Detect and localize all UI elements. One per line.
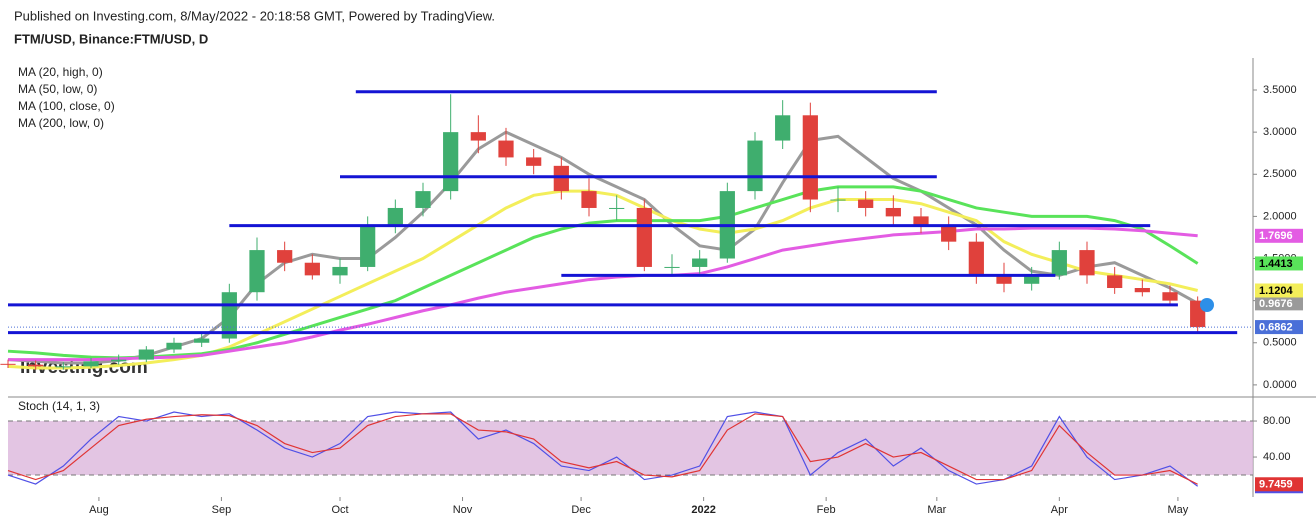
published-note: Published on Investing.com, 8/May/2022 -… bbox=[14, 8, 495, 23]
candle-body bbox=[277, 250, 293, 263]
candle-body bbox=[664, 266, 680, 268]
candle-body bbox=[360, 224, 376, 267]
candle-body bbox=[968, 241, 984, 276]
candle-body bbox=[387, 207, 403, 225]
price-badge bbox=[1255, 256, 1303, 271]
y-tick-label: 3.5000 bbox=[1263, 84, 1297, 96]
candle-body bbox=[498, 140, 514, 158]
legend-entry: MA (200, low, 0) bbox=[18, 116, 104, 130]
candle-body bbox=[28, 364, 44, 367]
legend-entry: MA (100, close, 0) bbox=[18, 99, 115, 113]
candle-body bbox=[1107, 275, 1123, 289]
candle-body bbox=[581, 191, 597, 208]
candle-body bbox=[304, 262, 320, 276]
series-line bbox=[7, 411, 1199, 487]
candle-body bbox=[1051, 250, 1067, 276]
candle-body bbox=[885, 207, 901, 217]
candle-body bbox=[194, 338, 210, 343]
candle-body bbox=[1079, 250, 1095, 276]
y-tick-label: 3.0000 bbox=[1263, 126, 1297, 138]
price-badge bbox=[1255, 228, 1303, 243]
candle-body bbox=[0, 363, 16, 365]
candle-body bbox=[747, 140, 763, 192]
candle-body bbox=[830, 199, 846, 201]
candle-body bbox=[249, 250, 265, 293]
price-badge bbox=[1255, 283, 1303, 298]
x-tick-label: 2022 bbox=[691, 504, 715, 516]
candle-body bbox=[692, 258, 708, 267]
candle-body bbox=[332, 266, 348, 276]
candle-body bbox=[55, 366, 71, 368]
candle-body bbox=[775, 115, 791, 141]
x-tick-label: Feb bbox=[817, 504, 836, 516]
price-badge-label: 0.9676 bbox=[1259, 298, 1293, 310]
candle-body bbox=[636, 207, 652, 267]
x-tick-label: Aug bbox=[89, 504, 109, 516]
indicator-title: Stoch (14, 1, 3) bbox=[18, 399, 100, 413]
candle-body bbox=[138, 349, 154, 360]
y-tick-label: 40.00 bbox=[1263, 451, 1291, 463]
price-badge-label: 0.6862 bbox=[1259, 321, 1293, 333]
y-tick-label: 0.0000 bbox=[1263, 379, 1297, 391]
candle-body bbox=[1024, 275, 1040, 284]
price-badge bbox=[1255, 320, 1303, 335]
price-badge-label: 1.7696 bbox=[1259, 230, 1293, 242]
x-tick-label: May bbox=[1168, 504, 1189, 516]
y-tick-label: 2.0000 bbox=[1263, 210, 1297, 222]
price-badge bbox=[1255, 296, 1303, 311]
candle-body bbox=[526, 157, 542, 166]
price-badge-label: 1.1204 bbox=[1259, 285, 1294, 297]
price-badge bbox=[1255, 477, 1303, 492]
candle-body bbox=[1162, 292, 1178, 301]
series-line bbox=[7, 185, 1199, 360]
y-tick-label: 0.5000 bbox=[1263, 337, 1297, 349]
x-tick-label: Sep bbox=[212, 504, 232, 516]
x-tick-label: Dec bbox=[571, 504, 591, 516]
legend-entry: MA (50, low, 0) bbox=[18, 82, 97, 96]
candle-body bbox=[913, 216, 929, 225]
series-line bbox=[7, 130, 1199, 365]
x-tick-label: Apr bbox=[1051, 504, 1068, 516]
x-tick-label: Oct bbox=[331, 504, 348, 516]
series-line bbox=[7, 413, 1198, 485]
candle-body bbox=[83, 361, 99, 367]
symbol-title: FTM/USD, Binance:FTM/USD, D bbox=[14, 31, 208, 46]
candle-body bbox=[443, 132, 459, 192]
marker-icon bbox=[1200, 298, 1214, 312]
candle-body bbox=[553, 165, 569, 192]
price-badge-label: 9.7459 bbox=[1259, 479, 1293, 491]
candle-body bbox=[996, 275, 1012, 284]
stoch-band bbox=[8, 421, 1253, 476]
price-badge-label: 1.4413 bbox=[1259, 258, 1293, 270]
candle-body bbox=[470, 132, 486, 141]
legend-entry: MA (20, high, 0) bbox=[18, 65, 103, 79]
candle-body bbox=[609, 207, 625, 209]
candle-body bbox=[111, 359, 127, 362]
y-tick-label: 80.00 bbox=[1263, 415, 1291, 427]
candle-body bbox=[415, 191, 431, 208]
x-tick-label: Nov bbox=[453, 504, 473, 516]
series-line bbox=[8, 226, 1198, 362]
candle-body bbox=[941, 224, 957, 242]
candle-body bbox=[166, 342, 182, 350]
candle-body bbox=[858, 199, 874, 208]
candle-body bbox=[1134, 288, 1150, 293]
candle-body bbox=[802, 115, 818, 200]
x-tick-label: Mar bbox=[927, 504, 946, 516]
y-tick-label: 2.5000 bbox=[1263, 168, 1297, 180]
